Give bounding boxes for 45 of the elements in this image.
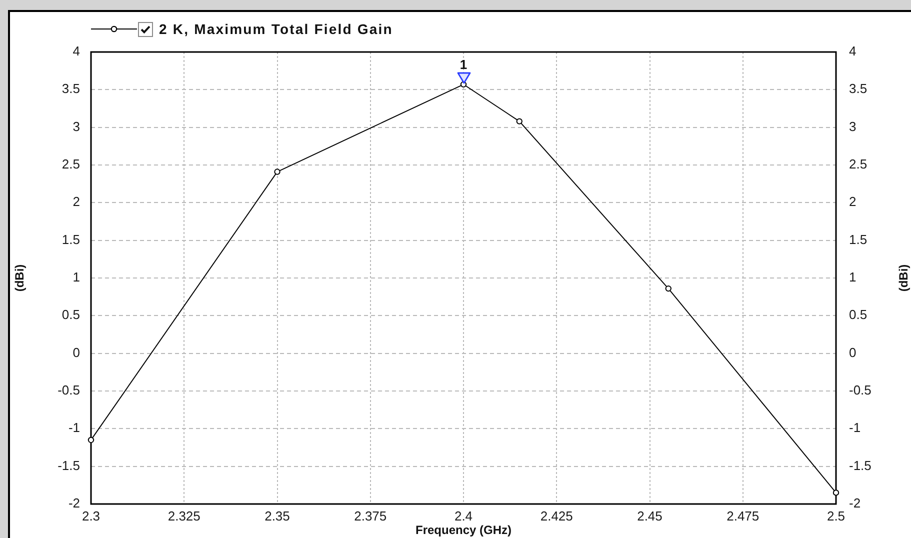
x-tick-label: 2.3	[82, 508, 100, 524]
y2-tick-label: -2	[849, 496, 861, 511]
y-tick-label: 3.5	[62, 81, 80, 96]
point	[665, 285, 672, 292]
x-tick-label: 2.325	[168, 508, 200, 524]
y2-tick-label: 0.5	[849, 307, 868, 322]
y2-tick-label: -1.5	[849, 458, 872, 473]
x-tick-label: 2.375	[354, 508, 387, 524]
y-tick-label: 3	[72, 118, 80, 134]
y-tick-label: -0.5	[58, 382, 80, 398]
point	[274, 168, 280, 175]
y2-tick-label: -1	[849, 420, 861, 436]
y-tick-label: 1.5	[62, 232, 80, 247]
y-tick-label: 2	[72, 194, 80, 210]
y2-tick-label: 2.5	[849, 156, 868, 172]
y-tick-label: 1	[72, 270, 80, 285]
y2-tick-label: 4	[849, 44, 856, 59]
y-tick-label: -1	[68, 420, 80, 436]
y-tick-label: 0	[72, 344, 80, 360]
x-tick-label: 2.475	[726, 508, 760, 524]
point	[516, 118, 522, 124]
y-tick-label: 2.5	[62, 156, 80, 172]
x-tick-label: 2.45	[637, 508, 662, 524]
y2-tick-label: 3	[849, 118, 856, 134]
y2-tick-label: -0.5	[849, 382, 872, 398]
y2-tick-label: 0	[849, 344, 856, 360]
annotation: 1	[460, 56, 468, 72]
y2-tick-label: 2	[849, 194, 856, 210]
y-tick-label: -2	[68, 496, 80, 511]
text: 2 K, Maximum Total Field Gain	[159, 21, 393, 37]
x-axis-title: Frequency (GHz)	[415, 523, 512, 538]
x-tick-label: 2.5	[826, 508, 846, 524]
y-tick-label: -1.5	[58, 458, 80, 473]
y2-axis-title: (dBi)	[896, 264, 910, 292]
y-tick-label: 4	[72, 44, 80, 59]
y2-tick-label: 1	[849, 270, 856, 285]
y2-tick-label: 3.5	[849, 81, 868, 96]
y2-tick-label: 1.5	[849, 232, 868, 247]
point	[832, 490, 840, 496]
y-axis-title: (dBi)	[12, 264, 27, 292]
x-tick-label: 2.4	[454, 508, 473, 524]
x-tick-label: 2.35	[264, 508, 290, 524]
x-tick-label: 2.425	[540, 508, 573, 524]
y-tick-label: 0.5	[62, 307, 80, 322]
point	[88, 436, 94, 444]
